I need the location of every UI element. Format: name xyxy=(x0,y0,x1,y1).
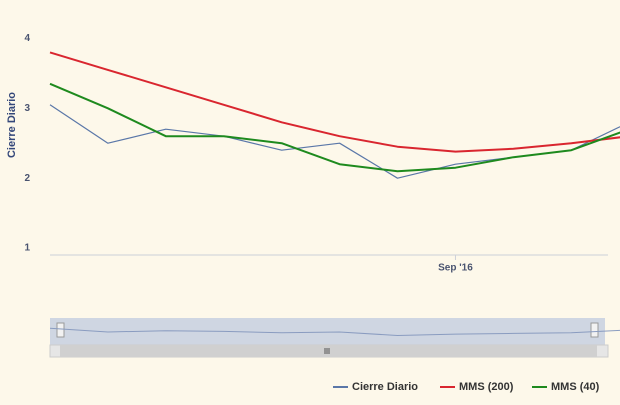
navigator-line xyxy=(49,327,620,336)
y-axis-title: Cierre Diario xyxy=(6,92,18,158)
legend-label: MMS (200) xyxy=(459,381,514,393)
scrollbar-grip xyxy=(324,348,330,354)
series-line xyxy=(49,82,620,173)
series-line xyxy=(49,104,620,179)
y-tick-label: 1 xyxy=(24,243,30,254)
navigator-handle[interactable] xyxy=(56,322,65,338)
legend-label: MMS (40) xyxy=(551,381,600,393)
y-tick-label: 4 xyxy=(24,33,30,44)
y-tick-label: 3 xyxy=(24,103,30,114)
x-tick-label: Sep '16 xyxy=(438,263,473,274)
legend-label: Cierre Diario xyxy=(352,381,418,393)
y-tick-label: 2 xyxy=(24,173,30,184)
navigator-handle[interactable] xyxy=(590,322,599,338)
